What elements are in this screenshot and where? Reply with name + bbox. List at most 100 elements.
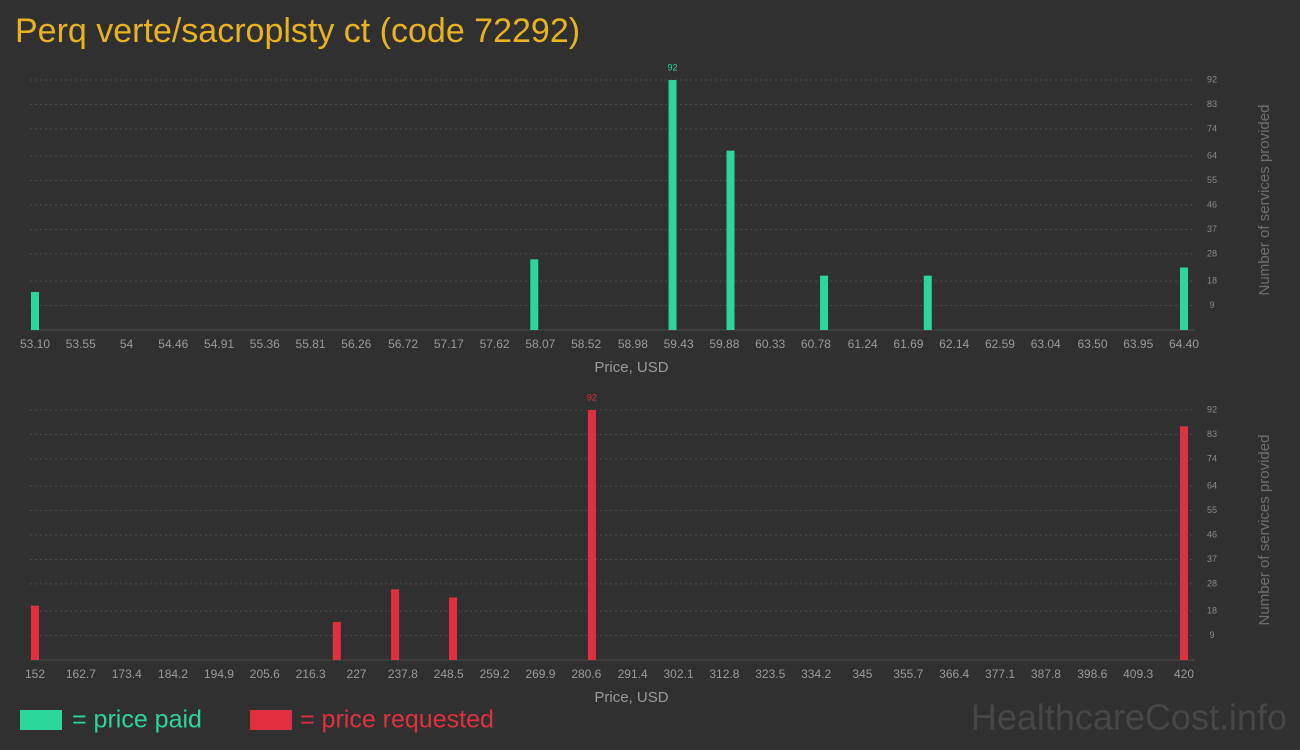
bar (820, 275, 829, 330)
bar (31, 605, 39, 660)
x-tick-label: 60.78 (801, 337, 831, 351)
x-tick-label: 355.7 (893, 667, 923, 681)
x-tick-label: 57.17 (434, 337, 464, 351)
x-tick-label: 54 (120, 337, 134, 351)
x-tick-label: 291.4 (618, 667, 648, 681)
y-tick-label: 28 (1207, 248, 1217, 258)
legend-label: = price paid (72, 706, 202, 734)
y-tick-label: 74 (1207, 123, 1217, 133)
y-tick-label: 28 (1207, 578, 1217, 588)
y-tick-label: 37 (1207, 224, 1217, 234)
bar (449, 597, 458, 660)
x-tick-label: 55.81 (296, 337, 326, 351)
x-tick-label: 409.3 (1123, 667, 1153, 681)
x-tick-label: 237.8 (388, 667, 418, 681)
y-tick-label: 55 (1207, 175, 1217, 185)
chart-title: Perq verte/sacroplsty ct (code 72292) (15, 12, 580, 50)
x-tick-label: 61.69 (893, 337, 923, 351)
x-tick-label: 58.98 (618, 337, 648, 351)
x-tick-label: 64.40 (1169, 337, 1199, 351)
bar (332, 621, 341, 660)
x-tick-label: 377.1 (985, 667, 1015, 681)
x-tick-label: 184.2 (158, 667, 188, 681)
x-tick-label: 63.95 (1123, 337, 1153, 351)
x-tick-label: 173.4 (112, 667, 142, 681)
y-tick-label: 18 (1207, 605, 1217, 615)
x-tick-label: 54.46 (158, 337, 188, 351)
legend-label: = price requested (300, 706, 494, 734)
data-label: 92 (587, 392, 597, 402)
x-tick-label: 57.62 (480, 337, 510, 351)
x-tick-label: 387.8 (1031, 667, 1061, 681)
y-tick-label: 9 (1209, 630, 1214, 640)
bar (587, 410, 596, 660)
bar (31, 291, 39, 330)
bar (726, 150, 735, 330)
x-tick-label: 323.5 (755, 667, 785, 681)
x-tick-label: 63.04 (1031, 337, 1061, 351)
x-tick-label: 162.7 (66, 667, 96, 681)
x-tick-label: 259.2 (480, 667, 510, 681)
y-tick-label: 92 (1207, 404, 1217, 414)
legend-swatch (250, 710, 292, 730)
x-tick-label: 302.1 (664, 667, 694, 681)
x-tick-label: 366.4 (939, 667, 969, 681)
x-tick-label: 152 (25, 667, 45, 681)
x-tick-label: 60.33 (755, 337, 785, 351)
x-tick-label: 54.91 (204, 337, 234, 351)
bar (668, 80, 677, 330)
y-tick-label: 92 (1207, 74, 1217, 84)
y-tick-label: 83 (1207, 99, 1217, 109)
x-tick-label: 63.50 (1077, 337, 1107, 351)
y-tick-label: 64 (1207, 480, 1217, 490)
y-tick-label: 55 (1207, 505, 1217, 515)
y-tick-label: 64 (1207, 150, 1217, 160)
x-tick-label: 269.9 (525, 667, 555, 681)
bar (530, 259, 539, 330)
bar (923, 275, 932, 330)
x-tick-label: 216.3 (296, 667, 326, 681)
x-tick-label: 58.07 (525, 337, 555, 351)
x-tick-label: 194.9 (204, 667, 234, 681)
x-tick-label: 59.43 (664, 337, 694, 351)
x-tick-label: 205.6 (250, 667, 280, 681)
y-axis-label: Number of services provided (1256, 435, 1273, 626)
bar (391, 589, 400, 660)
x-tick-label: 248.5 (434, 667, 464, 681)
bar (1180, 426, 1188, 660)
y-tick-label: 18 (1207, 275, 1217, 285)
x-tick-label: 398.6 (1077, 667, 1107, 681)
legend-swatch (20, 710, 62, 730)
data-label: 92 (668, 62, 678, 72)
x-tick-label: 53.10 (20, 337, 50, 351)
y-tick-label: 37 (1207, 554, 1217, 564)
x-axis-label: Price, USD (594, 689, 668, 706)
x-tick-label: 53.55 (66, 337, 96, 351)
x-tick-label: 312.8 (709, 667, 739, 681)
x-tick-label: 55.36 (250, 337, 280, 351)
y-tick-label: 83 (1207, 429, 1217, 439)
x-axis-label: Price, USD (594, 359, 668, 376)
x-tick-label: 59.88 (709, 337, 739, 351)
x-tick-label: 62.14 (939, 337, 969, 351)
x-tick-label: 227 (347, 667, 367, 681)
x-tick-label: 345 (852, 667, 872, 681)
y-axis-label: Number of services provided (1256, 105, 1273, 296)
y-tick-label: 74 (1207, 453, 1217, 463)
y-tick-label: 9 (1209, 300, 1214, 310)
x-tick-label: 334.2 (801, 667, 831, 681)
x-tick-label: 56.72 (388, 337, 418, 351)
bar (1180, 267, 1188, 330)
y-tick-label: 46 (1207, 199, 1217, 209)
x-tick-label: 61.24 (848, 337, 878, 351)
x-tick-label: 280.6 (571, 667, 601, 681)
x-tick-label: 56.26 (341, 337, 371, 351)
watermark: HealthcareCost.info (971, 697, 1287, 738)
y-tick-label: 46 (1207, 529, 1217, 539)
x-tick-label: 62.59 (985, 337, 1015, 351)
x-tick-label: 420 (1174, 667, 1194, 681)
x-tick-label: 58.52 (571, 337, 601, 351)
